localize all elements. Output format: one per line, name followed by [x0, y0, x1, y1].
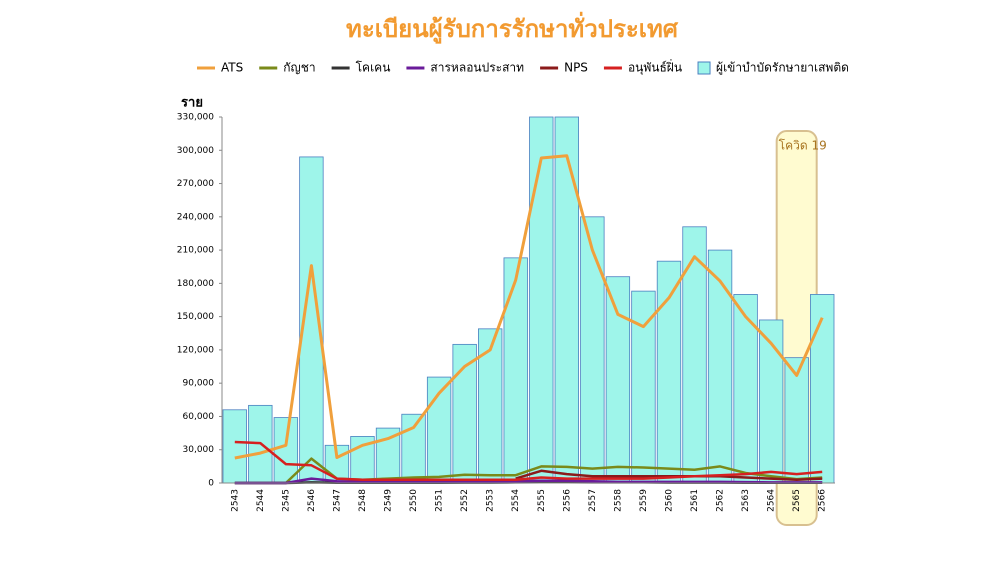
x-tick-label: 2559 [639, 489, 649, 512]
x-tick-label: 2560 [664, 489, 674, 512]
x-tick-label: 2557 [588, 489, 598, 512]
x-tick-label: 2562 [716, 489, 726, 512]
bar [529, 116, 554, 484]
x-tick-label: 2566 [818, 489, 828, 512]
line-series [234, 154, 824, 460]
legend-marker [697, 61, 711, 75]
legend-label: สารหลอนประสาท [430, 61, 524, 75]
y-tick-label: 240,000 [177, 212, 214, 222]
x-tick-label: 2561 [690, 489, 700, 512]
legend-label: โคเคน [356, 61, 391, 75]
line-series [234, 477, 823, 485]
x-tick-label: 2547 [332, 489, 342, 512]
x-tick-label: 2553 [486, 489, 496, 512]
y-axis-label: ราย [181, 96, 203, 111]
y-tick-label: 180,000 [177, 279, 214, 289]
x-tick-label: 2550 [409, 489, 419, 512]
bar [401, 413, 426, 484]
y-tick-label: 120,000 [177, 345, 214, 355]
y-tick-label: 30,000 [183, 445, 215, 455]
x-tick-label: 2554 [511, 489, 521, 512]
y-tick-label: 90,000 [183, 379, 215, 389]
y-tick-label: 0 [208, 479, 214, 489]
x-tick-label: 2565 [792, 489, 802, 512]
legend-label: ATS [221, 61, 243, 75]
x-tick-label: 2564 [767, 489, 777, 512]
x-tick-label: 2563 [741, 489, 751, 512]
bar [503, 257, 528, 484]
bar [222, 409, 247, 484]
bar [656, 260, 682, 484]
legend-label: ผู้เข้าบำบัดรักษายาเสพติด [716, 61, 849, 76]
x-tick-label: 2544 [256, 489, 266, 512]
bar [273, 417, 299, 484]
legend-label: กัญชา [283, 61, 315, 75]
x-tick-label: 2546 [307, 489, 317, 512]
bar [478, 328, 503, 484]
x-tick-label: 2543 [230, 489, 240, 512]
y-tick-label: 210,000 [177, 246, 214, 256]
y-tick-label: 270,000 [177, 179, 214, 189]
x-tick-label: 2558 [613, 489, 623, 512]
legend-label: อนุพันธ์ฝิ่น [628, 59, 682, 76]
x-tick-label: 2551 [435, 489, 445, 512]
y-tick-label: 60,000 [183, 412, 215, 422]
line-series [234, 440, 823, 481]
y-tick-label: 300,000 [177, 146, 214, 156]
x-tick-label: 2555 [537, 489, 547, 512]
y-tick-label: 330,000 [177, 113, 214, 123]
bar [810, 294, 835, 484]
x-tick-label: 2545 [281, 489, 291, 512]
x-tick-label: 2556 [562, 489, 572, 512]
bar [580, 216, 605, 484]
x-tick-label: 2552 [460, 489, 470, 512]
x-tick-label: 2548 [358, 489, 368, 512]
bar [554, 116, 579, 484]
legend-label: NPS [564, 61, 588, 75]
bar [631, 290, 656, 484]
bar [707, 249, 733, 484]
chart-title: ทะเบียนผู้รับการรักษาทั่วประเทศ [346, 11, 679, 44]
annotation: โควิด 19 [779, 139, 827, 153]
bar [605, 276, 631, 484]
y-tick-label: 150,000 [177, 312, 214, 322]
bar [733, 294, 758, 484]
x-tick-label: 2549 [384, 489, 394, 512]
